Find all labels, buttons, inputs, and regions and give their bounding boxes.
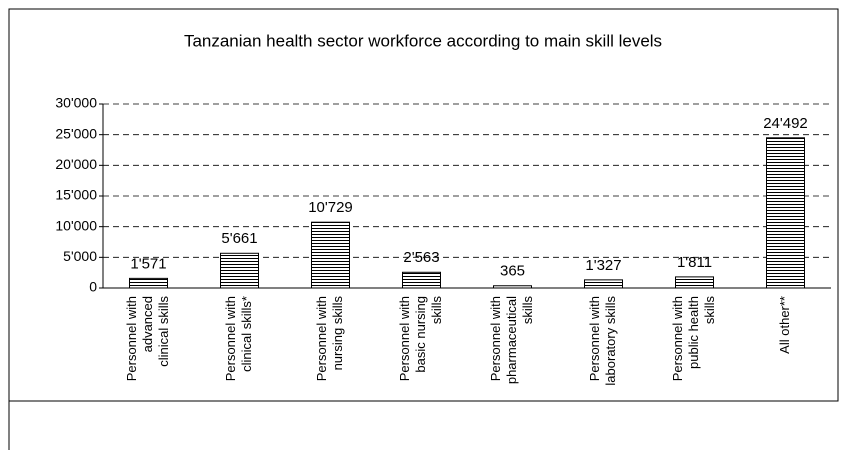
y-tick-label: 30'000 [55,95,97,111]
y-tick-label: 10'000 [55,217,97,233]
bar [675,276,714,289]
y-tick-label: 0 [89,279,97,295]
bar [402,271,441,289]
x-tick-label: skills [520,296,535,325]
y-tick-label: 15'000 [55,187,97,203]
x-tick-label: Personnel with [223,296,238,381]
value-label: 10'729 [308,199,353,216]
bar [493,285,532,289]
x-tick-label: All other** [777,296,792,354]
chart-title: Tanzanian health sector workforce accord… [184,31,662,50]
y-tick-label: 25'000 [55,125,97,141]
value-label: 365 [500,263,525,280]
y-tick-label: 5'000 [63,248,97,264]
x-tick-label: laboratory skills [603,296,618,386]
x-tick-label: clinical skills [156,296,171,367]
bar [311,221,350,289]
frame [8,8,839,402]
x-tick-label: Personnel with [670,296,685,381]
x-tick-label: advanced [140,296,155,352]
x-tick-label: Personnel with [124,296,139,381]
x-tick-label: pharmaceutical [504,296,519,384]
x-tick-label: skills [429,296,444,325]
y-tick-label: 20'000 [55,156,97,172]
x-tick-label: public health [686,296,701,369]
value-label: 1'571 [130,255,166,272]
value-label: 24'492 [763,115,808,132]
value-label: 1'811 [677,254,712,271]
bar [584,279,623,289]
value-label: 2'563 [403,249,439,266]
x-tick-label: Personnel with [314,296,329,381]
x-tick-label: nursing skills [330,296,345,371]
x-tick-label: skills [702,296,717,325]
x-tick-label: clinical skills* [239,296,254,372]
value-label: 5'661 [221,230,257,247]
x-tick-label: Personnel with [587,296,602,381]
value-label: 1'327 [585,257,621,274]
x-tick-label: Personnel with [397,296,412,381]
bar [766,137,805,289]
x-tick-label: Personnel with [488,296,503,381]
bar [220,252,259,289]
bar [129,277,168,289]
x-tick-label: basic nursing [413,296,428,373]
